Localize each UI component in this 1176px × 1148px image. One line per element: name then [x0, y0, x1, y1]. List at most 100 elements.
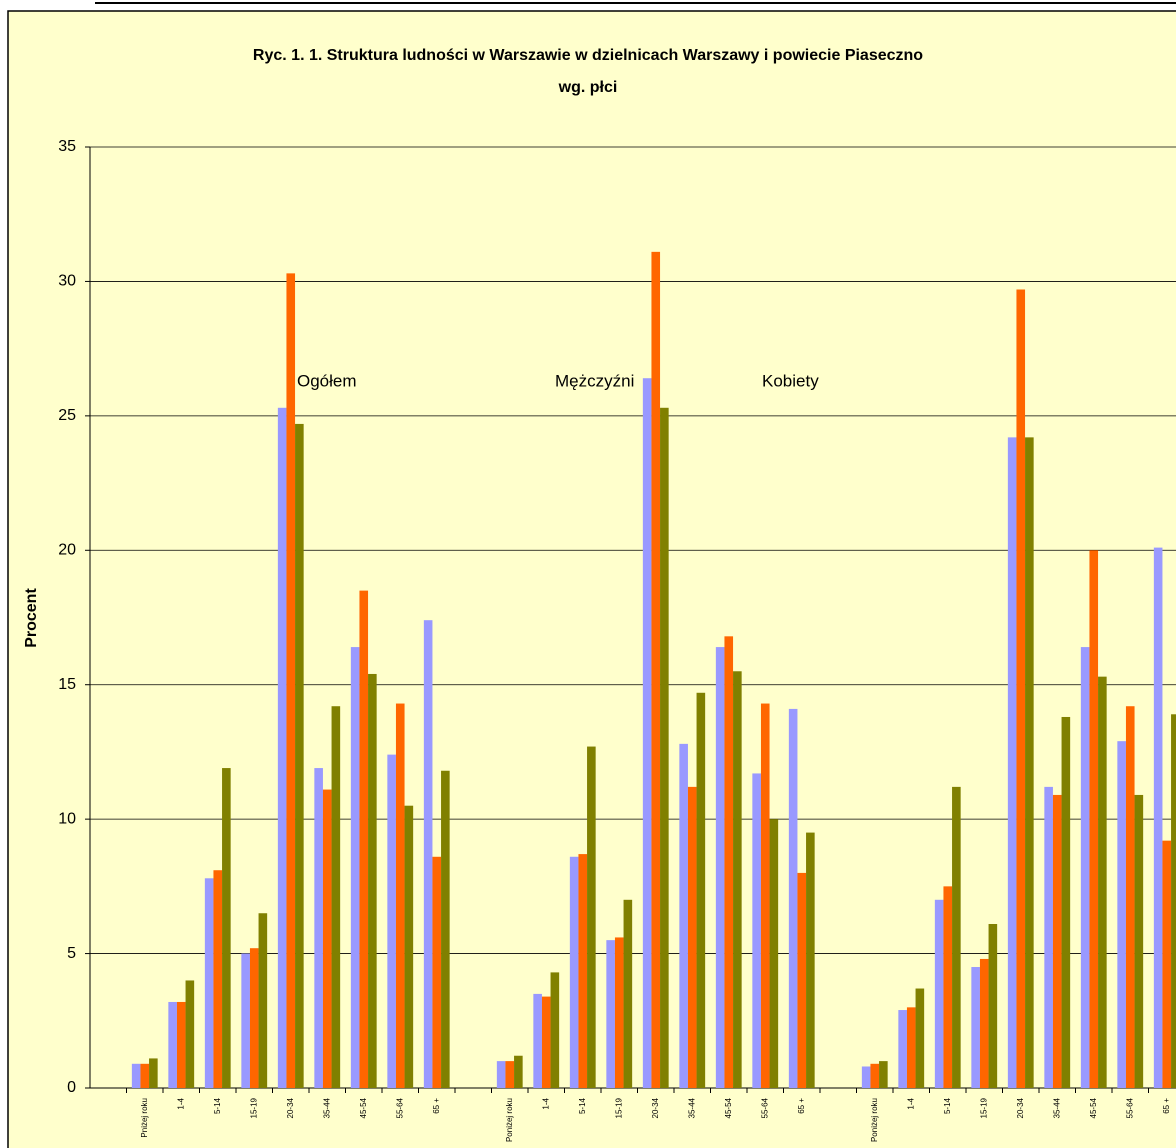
x-tick-label: 45-54 [1089, 1097, 1098, 1118]
bar [176, 1001, 186, 1088]
bar [614, 937, 624, 1088]
x-tick-label: Pniżej roku [140, 1098, 149, 1138]
bar [350, 647, 360, 1088]
bar [1016, 289, 1026, 1089]
annotation: Kobiety [762, 371, 819, 390]
y-tick-label: 20 [58, 542, 76, 559]
bar [1134, 794, 1144, 1088]
x-tick-label: 15-19 [614, 1097, 623, 1118]
bar [331, 706, 341, 1088]
bar [651, 251, 661, 1089]
bar [687, 786, 697, 1088]
bar [295, 423, 304, 1088]
bar [1171, 714, 1176, 1088]
bar [760, 703, 770, 1088]
x-tick-label: 5-14 [578, 1097, 587, 1114]
y-tick-label: 35 [58, 138, 76, 155]
bar [906, 1007, 916, 1088]
bar [258, 913, 268, 1088]
x-tick-label: 65 + [432, 1098, 441, 1114]
chart-title: Ryc. 1. 1. Struktura ludności w Warszawi… [253, 47, 923, 64]
bar [943, 886, 953, 1088]
y-tick-label: 25 [58, 407, 76, 424]
bar [578, 854, 588, 1088]
bar [1007, 437, 1017, 1088]
bar [505, 1061, 515, 1088]
x-tick-label: 35-44 [322, 1097, 331, 1118]
bar [806, 832, 815, 1088]
bar [915, 988, 925, 1088]
bar [432, 856, 442, 1088]
chart-title: wg. płci [558, 79, 618, 96]
bar [314, 768, 323, 1088]
bar [168, 1001, 177, 1088]
bar [1025, 437, 1034, 1088]
bar [1061, 716, 1071, 1088]
x-tick-label: 5-14 [213, 1097, 222, 1114]
bar [715, 647, 725, 1088]
y-tick-label: 0 [67, 1079, 76, 1096]
bar [606, 940, 615, 1088]
x-tick-label: 1-4 [176, 1097, 185, 1109]
bar [587, 746, 596, 1088]
bar [971, 967, 980, 1088]
bar [423, 620, 433, 1088]
bar [368, 673, 377, 1088]
bar [213, 870, 223, 1088]
bar [788, 708, 798, 1088]
bar [241, 953, 250, 1088]
x-tick-label: 55-64 [760, 1097, 769, 1118]
bar [496, 1061, 506, 1088]
x-tick-label: 5-14 [943, 1097, 952, 1114]
bar [898, 1010, 907, 1088]
bar [286, 273, 296, 1088]
bar [988, 923, 998, 1088]
bar [1052, 794, 1062, 1088]
x-tick-label: Poniżej roku [505, 1098, 514, 1142]
bar [797, 872, 807, 1088]
bar [550, 972, 560, 1088]
bar [1080, 647, 1090, 1088]
bar [1162, 840, 1172, 1088]
bar [1125, 706, 1135, 1088]
bar [623, 899, 633, 1088]
x-tick-label: 20-34 [286, 1097, 295, 1118]
bar [569, 856, 579, 1088]
x-tick-label: 65 + [797, 1098, 806, 1114]
bar [140, 1063, 150, 1088]
bar [769, 819, 779, 1088]
bar [879, 1061, 888, 1088]
bar [952, 786, 961, 1088]
bar [533, 993, 542, 1088]
x-tick-label: 20-34 [651, 1097, 660, 1118]
x-tick-label: 1-4 [541, 1097, 550, 1109]
bar [696, 692, 706, 1088]
x-tick-label: 55-64 [1125, 1097, 1134, 1118]
x-tick-label: 15-19 [979, 1097, 988, 1118]
bar [514, 1055, 523, 1088]
bar [441, 770, 450, 1088]
bar [934, 899, 944, 1088]
bar [249, 948, 259, 1088]
x-tick-label: Poniżej roku [870, 1098, 879, 1142]
bar [660, 407, 669, 1088]
x-tick-label: 1-4 [906, 1097, 915, 1109]
bar [149, 1058, 158, 1088]
y-tick-label: 15 [58, 676, 76, 693]
y-axis-label: Procent [23, 588, 40, 648]
bar [979, 958, 989, 1088]
bar [131, 1063, 141, 1088]
plot: 0 5 10 15 20 25 30 35 Pniżej roku 1-4 5-14 15-19 20-… [58, 138, 1176, 1142]
bar [387, 754, 396, 1088]
bar [322, 789, 332, 1088]
bar [733, 671, 742, 1088]
bar [404, 805, 414, 1088]
x-tick-label: 20-34 [1016, 1097, 1025, 1118]
bar [222, 768, 231, 1088]
y-tick-label: 5 [67, 945, 76, 962]
bar [1089, 550, 1099, 1088]
y-tick-label: 30 [58, 273, 76, 290]
bar [642, 378, 652, 1088]
bar [1117, 741, 1126, 1088]
